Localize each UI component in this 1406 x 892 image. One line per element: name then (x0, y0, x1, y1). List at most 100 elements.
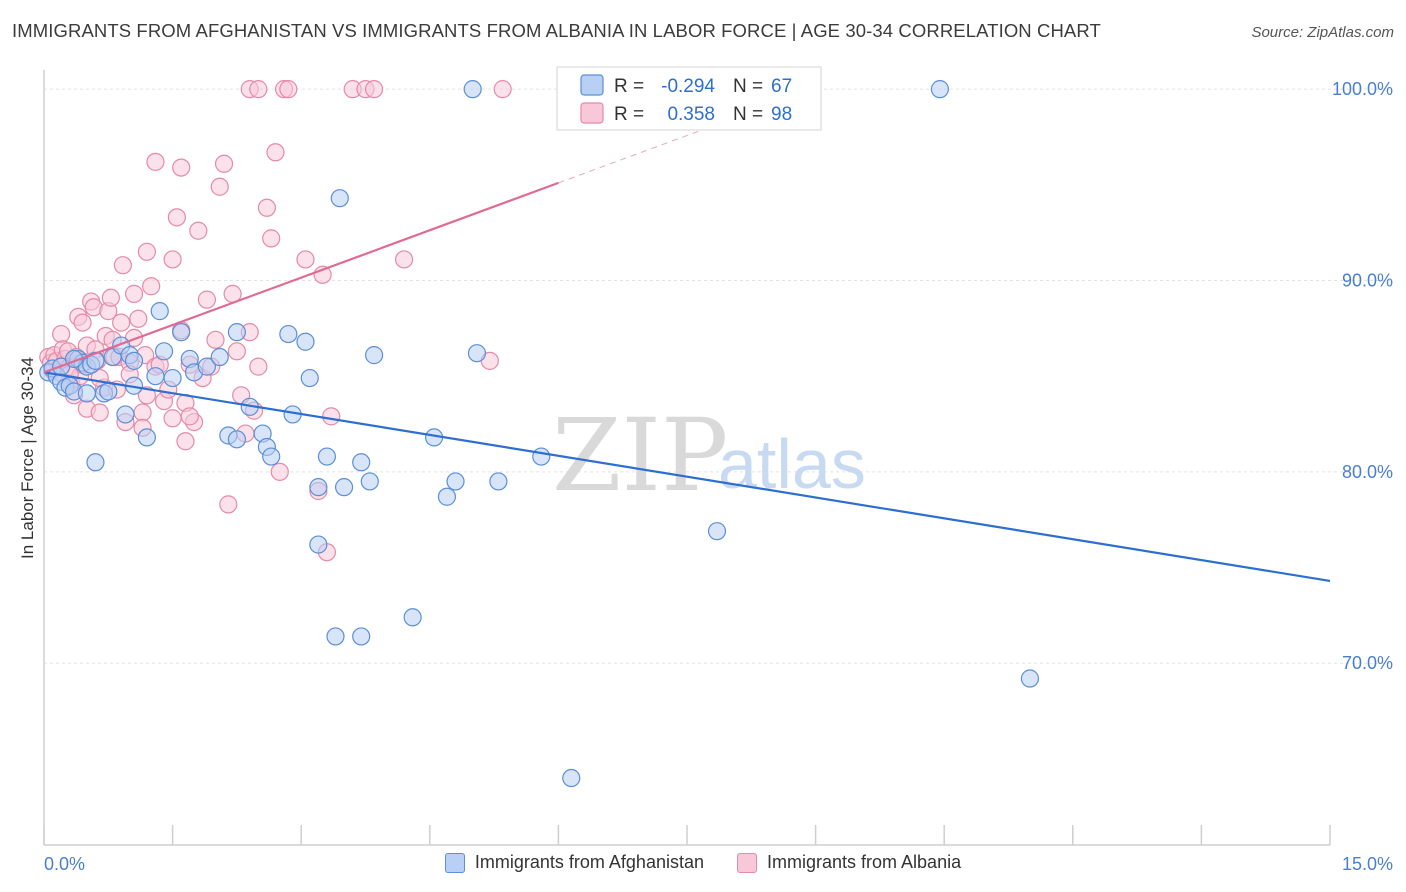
afghanistan-point-53 (532, 447, 551, 466)
legend-swatch-blue (444, 852, 465, 873)
albania-point-63 (214, 154, 234, 173)
afghanistan-point-47 (403, 608, 422, 627)
albania-point-49 (163, 250, 182, 269)
afghanistan-point-12 (99, 382, 118, 401)
albania-point-38 (129, 309, 148, 328)
albania-point-33 (113, 256, 132, 275)
afghanistan-point-51 (467, 344, 487, 363)
afghanistan-point-34 (262, 447, 281, 466)
legend-swatch-afghanistan (580, 74, 604, 96)
legend-r-label-afghanistan: R = (614, 76, 644, 97)
afghanistan-point-42 (330, 189, 349, 208)
afghanistan-point-59 (326, 627, 345, 646)
legend-n-value-afghanistan: 67 (771, 76, 792, 97)
afghanistan-point-39 (309, 478, 328, 497)
albania-point-54 (176, 432, 195, 451)
chart-title: IMMIGRANTS FROM AFGHANISTAN VS IMMIGRANT… (12, 20, 1101, 41)
afghanistan-point-60 (352, 627, 371, 646)
albania-point-57 (189, 221, 208, 240)
y-tick-label-70: 70.0% (1342, 653, 1393, 673)
afghanistan-point-43 (334, 478, 354, 497)
legend-r-value-albania: 0.358 (667, 104, 715, 125)
legend-label-afghanistan: Immigrants from Afghanistan (474, 852, 704, 872)
albania-point-32 (112, 313, 131, 332)
albania-point-90 (249, 80, 268, 99)
albania-point-39 (133, 403, 152, 422)
afghanistan-point-35 (279, 324, 298, 344)
albania-point-86 (394, 250, 414, 269)
legend-r-label-albania: R = (614, 104, 644, 125)
afghanistan-point-37 (296, 332, 315, 351)
afghanistan-point-58 (86, 453, 105, 472)
albania-trendline-1 (43, 181, 559, 374)
afghanistan-point-49 (437, 487, 457, 506)
gridlines (44, 88, 1390, 664)
afghanistan-point-55 (707, 522, 727, 541)
stats-legend: R = -0.294 N = 67 R = 0.358 N = 98 (556, 66, 822, 131)
albania-trendline-2 (558, 119, 731, 184)
legend-swatch-albania (580, 102, 604, 124)
y-tick-label-80: 80.0% (1342, 462, 1393, 482)
afghanistan-points (39, 80, 1040, 788)
albania-point-50 (163, 409, 182, 428)
afghanistan-point-18 (137, 428, 156, 447)
albania-point-23 (90, 403, 109, 422)
bottom-legend: Immigrants from Afghanistan Immigrants f… (0, 852, 1406, 878)
x-tick-label-max: 15.0% (1342, 854, 1393, 874)
afghanistan-point-27 (210, 347, 229, 367)
afghanistan-point-46 (364, 346, 384, 365)
afghanistan-point-66 (463, 80, 482, 99)
albania-point-41 (137, 242, 156, 261)
x-tick-label-min: 0.0% (44, 854, 85, 874)
legend-n-value-albania: 98 (771, 104, 792, 125)
afghanistan-point-50 (446, 472, 465, 491)
afghanistan-point-44 (352, 453, 371, 472)
albania-point-71 (249, 357, 268, 376)
albania-point-62 (210, 177, 229, 196)
watermark-zip: ZIP (552, 397, 728, 514)
albania-point-6 (52, 324, 71, 344)
albania-point-74 (266, 143, 285, 162)
afghanistan-point-40 (309, 535, 328, 554)
afghanistan-point-30 (227, 430, 246, 449)
afghanistan-point-41 (317, 447, 337, 466)
y-axis-label: In Labor Force | Age 30-34 (18, 357, 37, 559)
albania-point-59 (197, 290, 216, 309)
afghanistan-point-22 (163, 368, 182, 388)
albania-point-96 (180, 407, 199, 426)
afghanistan-point-15 (116, 405, 135, 424)
watermark: ZIP atlas (552, 397, 866, 514)
y-tick-label-90: 90.0% (1342, 270, 1393, 290)
albania-point-42 (137, 386, 156, 405)
albania-point-78 (296, 250, 315, 269)
watermark-atlas: atlas (718, 425, 866, 503)
afghanistan-point-21 (154, 342, 174, 361)
legend-n-label-albania: N = (733, 104, 763, 125)
legend-item-afghanistan: Immigrants from Afghanistan (444, 852, 704, 873)
albania-point-66 (227, 342, 246, 361)
albania-point-85 (364, 80, 384, 99)
afghanistan-point-54 (562, 768, 581, 788)
albania-point-16 (73, 313, 92, 332)
trendlines (43, 119, 1331, 583)
x-axis-ticks (43, 825, 1331, 845)
albania-point-61 (206, 330, 225, 349)
albania-point-82 (322, 407, 341, 426)
albania-point-43 (142, 277, 161, 296)
afghanistan-point-19 (146, 367, 165, 386)
legend-n-label-afghanistan: N = (733, 76, 763, 97)
albania-points (39, 80, 512, 562)
afghanistan-trendline-0 (43, 371, 1331, 583)
afghanistan-point-45 (360, 472, 379, 491)
afghanistan-point-61 (77, 384, 96, 403)
albania-point-72 (257, 198, 277, 217)
albania-point-77 (279, 80, 298, 99)
afghanistan-point-62 (124, 351, 144, 370)
albania-point-37 (124, 284, 144, 303)
afghanistan-point-29 (227, 323, 246, 342)
afghanistan-point-52 (489, 472, 508, 491)
afghanistan-point-26 (197, 357, 216, 376)
albania-point-75 (270, 462, 289, 481)
legend-swatch-pink (737, 852, 758, 873)
